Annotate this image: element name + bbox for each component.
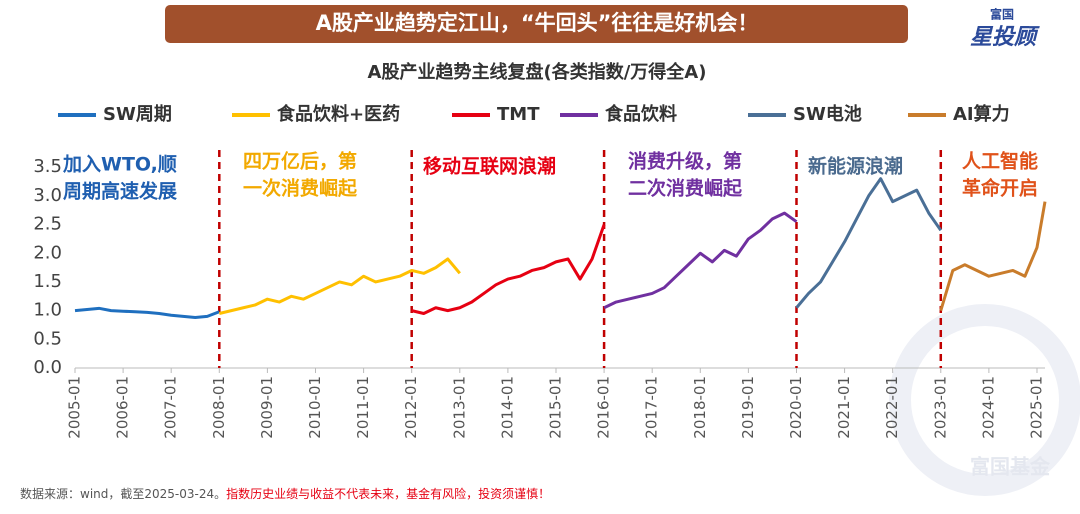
legend-label: AI算力 [953, 103, 1010, 125]
x-tick-label: 2025-01 [1027, 376, 1045, 439]
x-tick-label: 2012-01 [402, 376, 420, 439]
annotation: 消费升级，第 [628, 150, 742, 173]
x-tick-label: 2022-01 [883, 376, 901, 439]
chart-title: A股产业趋势定江山，“牛回头”往往是好机会！ [316, 11, 759, 35]
watermark: 富国基金 [970, 455, 1051, 479]
x-tick-label: 2011-01 [354, 376, 372, 439]
x-tick-label: 2008-01 [210, 376, 228, 439]
legend-label: 食品饮料 [604, 103, 677, 125]
x-tick-label: 2014-01 [498, 376, 516, 439]
x-tick-label: 2019-01 [739, 376, 757, 439]
x-tick-label: 2015-01 [546, 376, 564, 439]
y-tick-label: 3.5 [33, 156, 62, 177]
footer: 数据来源：wind，截至2025-03-24。指数历史业绩与收益不代表未来，基金… [20, 486, 550, 501]
x-tick-label: 2010-01 [306, 376, 324, 439]
source: 数据来源：wind，截至2025-03-24。 [20, 486, 226, 501]
legend-label: 食品饮料+医药 [276, 103, 400, 125]
series-line [74, 306, 220, 320]
series-line [939, 201, 1047, 312]
x-tick-label: 2009-01 [258, 376, 276, 439]
y-tick-label: 2.5 [33, 214, 62, 235]
y-tick-label: 1.5 [33, 271, 62, 292]
disclaimer: 指数历史业绩与收益不代表未来，基金有风险，投资须谨慎！ [226, 486, 550, 501]
annotation: 二次消费崛起 [628, 177, 743, 200]
y-tick-label: 1.0 [33, 300, 62, 321]
annotation: 人工智能 [962, 150, 1038, 173]
x-tick-label: 2020-01 [787, 376, 805, 439]
annotation: 一次消费崛起 [243, 177, 358, 200]
x-tick-label: 2006-01 [114, 376, 132, 439]
y-tick-label: 3.0 [33, 185, 62, 206]
series-line [603, 211, 798, 310]
x-tick-label: 2017-01 [643, 376, 661, 439]
y-tick-label: 0.5 [33, 328, 62, 349]
x-tick-label: 2005-01 [66, 376, 84, 439]
series-line [411, 224, 606, 315]
annotation: 革命开启 [962, 177, 1038, 200]
x-tick-label: 2007-01 [162, 376, 180, 439]
title-banner [165, 5, 908, 43]
legend-label: SW电池 [793, 103, 862, 125]
chart-subtitle: A股产业趋势主线复盘(各类指数/万得全A) [368, 61, 707, 83]
watermark-ring [889, 304, 1080, 496]
series-line [218, 257, 461, 315]
y-tick-label: 0.0 [33, 357, 62, 378]
x-tick-label: 2016-01 [595, 376, 613, 439]
annotation: 四万亿后，第 [243, 150, 357, 173]
x-tick-label: 2018-01 [691, 376, 709, 439]
logo-top: 富国 [990, 7, 1014, 22]
x-tick-label: 2013-01 [450, 376, 468, 439]
logo-main: 星投顾 [970, 25, 1040, 50]
series-line [795, 177, 943, 309]
annotation: 加入WTO,顺 [62, 154, 177, 176]
legend-label: TMT [497, 104, 540, 125]
x-tick-label: 2024-01 [979, 376, 997, 439]
annotation: 移动互联网浪潮 [423, 155, 556, 178]
x-tick-label: 2021-01 [835, 376, 853, 439]
annotation: 周期高速发展 [63, 180, 177, 203]
y-tick-label: 2.0 [33, 242, 62, 263]
legend-label: SW周期 [103, 104, 172, 125]
annotation: 新能源浪潮 [808, 155, 903, 178]
x-tick-label: 2023-01 [931, 376, 949, 439]
